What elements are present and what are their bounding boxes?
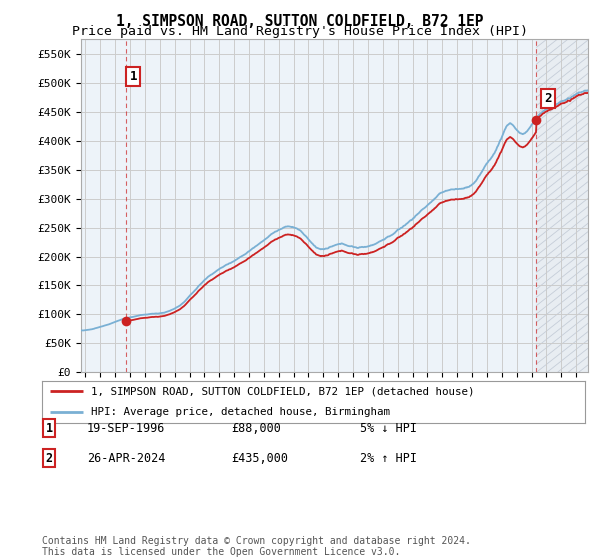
Text: 2: 2	[544, 92, 552, 105]
Text: 1, SIMPSON ROAD, SUTTON COLDFIELD, B72 1EP (detached house): 1, SIMPSON ROAD, SUTTON COLDFIELD, B72 1…	[91, 386, 475, 396]
Text: £88,000: £88,000	[231, 422, 281, 435]
Text: 1: 1	[46, 422, 53, 435]
Text: 1: 1	[130, 71, 137, 83]
Text: Price paid vs. HM Land Registry's House Price Index (HPI): Price paid vs. HM Land Registry's House …	[72, 25, 528, 38]
Text: 19-SEP-1996: 19-SEP-1996	[87, 422, 166, 435]
Text: 5% ↓ HPI: 5% ↓ HPI	[360, 422, 417, 435]
Text: 1, SIMPSON ROAD, SUTTON COLDFIELD, B72 1EP: 1, SIMPSON ROAD, SUTTON COLDFIELD, B72 1…	[116, 14, 484, 29]
Text: 2: 2	[46, 451, 53, 465]
Text: 26-APR-2024: 26-APR-2024	[87, 451, 166, 465]
Text: Contains HM Land Registry data © Crown copyright and database right 2024.
This d: Contains HM Land Registry data © Crown c…	[42, 535, 471, 557]
Text: £435,000: £435,000	[231, 451, 288, 465]
Text: HPI: Average price, detached house, Birmingham: HPI: Average price, detached house, Birm…	[91, 407, 390, 417]
Bar	[536, 39, 588, 372]
Text: 2% ↑ HPI: 2% ↑ HPI	[360, 451, 417, 465]
